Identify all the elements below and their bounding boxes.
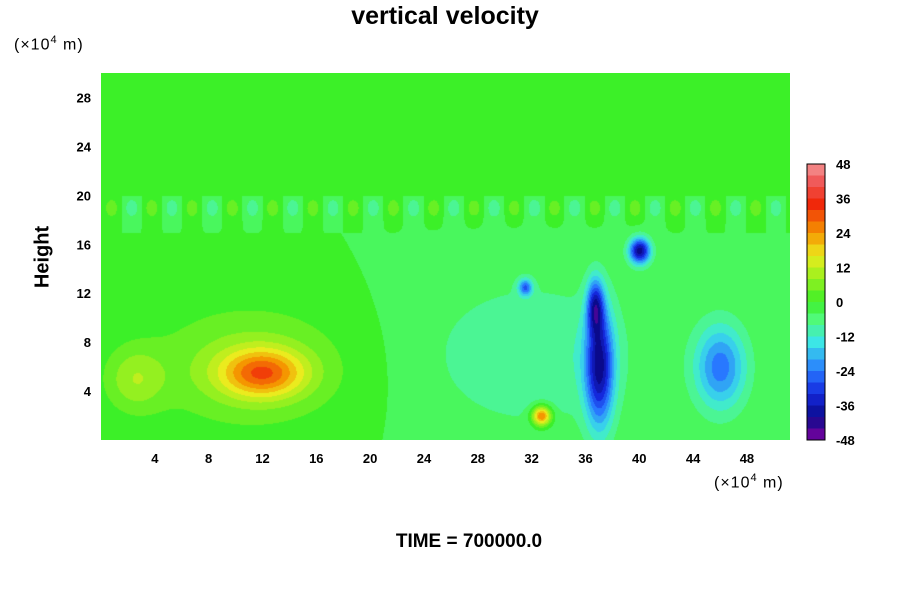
colorbar-swatch (807, 164, 825, 176)
y-tick-label: 24 (77, 139, 92, 154)
x-tick-label: 48 (740, 451, 754, 466)
x-tick-label: 4 (151, 451, 159, 466)
x-tick-label: 28 (471, 451, 485, 466)
colorbar-swatch (807, 210, 825, 222)
y-tick-label: 16 (77, 237, 91, 252)
x-tick-label: 8 (205, 451, 212, 466)
y-axis-unit: (×104 m) (14, 34, 84, 54)
x-tick-label: 36 (578, 451, 592, 466)
colorbar-swatch (807, 417, 825, 429)
y-tick-label: 28 (77, 90, 91, 105)
colorbar-swatch (807, 267, 825, 280)
heatmap-image (101, 73, 790, 440)
colorbar-tick-label: 48 (836, 157, 850, 172)
colorbar-swatch (807, 359, 825, 372)
y-tick-label: 12 (77, 286, 91, 301)
x-tick-label: 40 (632, 451, 646, 466)
colorbar-swatch (807, 313, 825, 326)
colorbar-tick-label: 36 (836, 192, 850, 207)
y-tick-label: 4 (84, 384, 92, 399)
colorbar-swatch (807, 325, 825, 337)
colorbar: 48 36 24 12 0 -12 -24 -36 -48 (806, 157, 856, 448)
x-axis-ticks: 4 8 12 16 20 24 28 32 36 40 44 48 (151, 451, 754, 466)
colorbar-swatch (807, 428, 825, 441)
colorbar-tick-label: 0 (836, 295, 843, 310)
x-tick-label: 24 (417, 451, 432, 466)
colorbar-tick-label: -36 (836, 399, 855, 414)
colorbar-tick-label: -12 (836, 330, 855, 345)
colorbar-swatch (807, 336, 825, 349)
x-tick-label: 12 (255, 451, 269, 466)
chart-title: vertical velocity (351, 2, 539, 30)
x-tick-label: 16 (309, 451, 323, 466)
colorbar-tick-label: -24 (836, 364, 856, 379)
colorbar-swatch (807, 256, 825, 268)
colorbar-swatch (807, 187, 825, 199)
colorbar-swatch (807, 382, 825, 395)
x-tick-label: 32 (524, 451, 538, 466)
colorbar-tick-label: 12 (836, 261, 850, 276)
colorbar-tick-label: -48 (836, 433, 855, 448)
colorbar-swatch (807, 279, 825, 291)
colorbar-swatch (807, 244, 825, 257)
plot-area (101, 73, 790, 440)
colorbar-swatch (807, 221, 825, 234)
y-axis-ticks: 4 8 12 16 20 24 28 (77, 90, 92, 399)
time-label: TIME = 700000.0 (395, 531, 543, 552)
colorbar-swatch (807, 394, 825, 406)
colorbar-swatch (807, 371, 825, 383)
y-tick-label: 8 (84, 335, 91, 350)
colorbar-swatch (807, 405, 825, 418)
x-tick-label: 44 (686, 451, 701, 466)
colorbar-swatch (807, 175, 825, 188)
y-tick-label: 20 (77, 188, 91, 203)
colorbar-tick-label: 24 (836, 226, 851, 241)
x-tick-label: 20 (363, 451, 377, 466)
colorbar-frame (806, 163, 826, 441)
colorbar-swatch (807, 348, 825, 360)
x-axis-unit: (×104 m) (714, 472, 784, 492)
colorbar-swatch (807, 290, 825, 303)
colorbar-swatch (807, 302, 825, 314)
colorbar-swatch (807, 198, 825, 211)
colorbar-swatch (807, 233, 825, 245)
